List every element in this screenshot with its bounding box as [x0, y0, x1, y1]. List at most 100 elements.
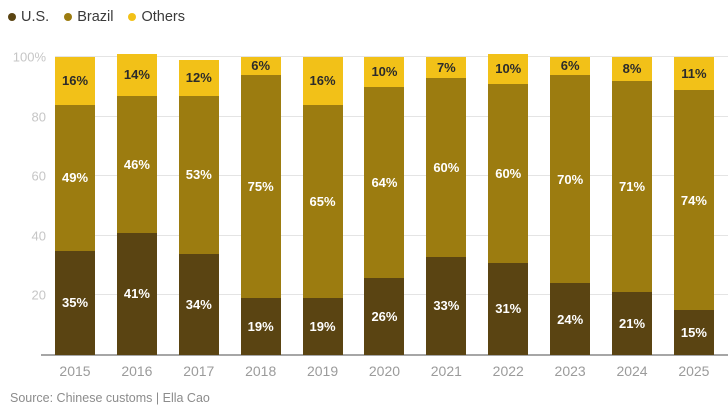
bar-segment-us: 34%: [178, 253, 219, 355]
segment-label: 31%: [495, 301, 522, 317]
legend-dot-icon: [128, 13, 137, 21]
segment-label: 26%: [371, 308, 398, 324]
segment-label: 71%: [619, 179, 646, 195]
bar-group: 26% 64% 10% 2020: [364, 57, 405, 379]
legend-label: Brazil: [77, 9, 114, 25]
segment-label: 53%: [185, 167, 212, 183]
legend-item-others: Others: [128, 9, 185, 25]
bar-segment-brazil: 70%: [550, 74, 591, 284]
bar-group: 24% 70% 6% 2023: [550, 57, 591, 379]
segment-label: 7%: [436, 59, 456, 75]
legend: U.S. Brazil Others: [8, 9, 728, 25]
bar-group: 35% 49% 16% 2015: [55, 57, 95, 379]
bar-group: 34% 53% 12% 2017: [178, 60, 219, 379]
segment-label: 49%: [61, 170, 89, 186]
bar-segment-others: 16%: [302, 57, 343, 105]
bar-segment-others: 8%: [612, 57, 653, 81]
segment-label: 65%: [309, 194, 336, 210]
x-axis-label: 2020: [368, 363, 401, 379]
bar-segment-us: 19%: [302, 298, 343, 355]
bar-segment-brazil: 75%: [240, 74, 281, 299]
segment-label: 14%: [123, 67, 150, 83]
segment-label: 19%: [309, 319, 336, 335]
y-tick-label: 100%: [12, 49, 46, 65]
bar-segment-us: 26%: [364, 277, 405, 355]
bar-group: 19% 75% 6% 2018: [240, 57, 281, 379]
bar-segment-brazil: 65%: [302, 104, 343, 299]
bar-segment-us: 15%: [673, 310, 714, 355]
y-tick-label: 20: [31, 287, 46, 303]
segment-label: 8%: [622, 61, 642, 77]
bar-segment-us: 33%: [426, 256, 467, 355]
bar-segment-us: 19%: [240, 298, 281, 355]
x-axis-label: 2022: [492, 363, 524, 379]
legend-label: Others: [141, 9, 185, 25]
bar-segment-us: 41%: [116, 232, 157, 355]
bar-segment-brazil: 60%: [426, 77, 467, 257]
segment-label: 12%: [185, 70, 212, 86]
bar-group: 19% 65% 16% 2019: [302, 57, 343, 379]
segment-label: 11%: [681, 65, 707, 81]
bar-segment-others: 11%: [673, 57, 714, 90]
segment-label: 10%: [495, 61, 522, 77]
bar-segment-us: 31%: [488, 262, 529, 355]
x-axis-label: 2024: [616, 363, 648, 379]
bar-segment-others: 6%: [240, 57, 281, 75]
segment-label: 21%: [619, 316, 646, 332]
gridline: [55, 56, 728, 57]
bar-segment-brazil: 53%: [178, 95, 219, 254]
segment-label: 60%: [495, 165, 522, 181]
segment-label: 6%: [560, 58, 580, 74]
segment-label: 60%: [433, 159, 460, 175]
y-tick-label: 60: [31, 168, 46, 184]
legend-dot-icon: [64, 13, 73, 21]
source-note: Source: Chinese customs | Ella Cao: [10, 391, 210, 405]
bar-group: 33% 60% 7% 2021: [426, 57, 467, 379]
segment-label: 46%: [123, 156, 150, 172]
bar-segment-brazil: 71%: [612, 80, 653, 293]
bar-segment-brazil: 64%: [364, 86, 405, 278]
bar-segment-others: 16%: [55, 57, 95, 105]
x-axis-label: 2018: [245, 363, 277, 379]
x-axis-label: 2023: [554, 363, 586, 379]
segment-label: 74%: [680, 192, 707, 208]
bar-group: 31% 60% 10% 2022: [488, 54, 529, 379]
segment-label: 35%: [61, 295, 89, 311]
segment-label: 16%: [309, 73, 336, 89]
bar-segment-us: 21%: [612, 292, 653, 355]
bar-segment-others: 7%: [426, 57, 467, 78]
x-axis-label: 2021: [430, 363, 462, 379]
segment-label: 33%: [433, 298, 460, 314]
x-axis-label: 2016: [121, 363, 153, 379]
bar-segment-others: 12%: [178, 60, 219, 96]
bar-segment-others: 10%: [364, 57, 405, 87]
segment-label: 10%: [371, 64, 398, 80]
x-axis-label: 2017: [183, 363, 215, 379]
bar-segment-us: 35%: [55, 250, 95, 355]
segment-label: 15%: [680, 325, 707, 341]
plot-area: 35% 49% 16% 2015 41% 46% 14% 2016 34% 53% 12% 2017 1…: [41, 54, 728, 379]
segment-label: 19%: [247, 319, 274, 335]
segment-label: 70%: [557, 171, 584, 187]
chart-area: 20 40 60 80 100% 35% 49% 16% 2015 41% 46% 14% 2016 3…: [0, 50, 728, 379]
bar-segment-brazil: 49%: [55, 104, 95, 251]
bar-group: 21% 71% 8% 2024: [612, 57, 653, 379]
bar-segment-others: 10%: [488, 54, 529, 84]
legend-dot-icon: [8, 13, 16, 21]
x-axis-label: 2025: [678, 363, 710, 379]
bar-segment-brazil: 46%: [116, 95, 157, 233]
bar-group: 15% 74% 11% 2025: [673, 57, 714, 379]
legend-item-brazil: Brazil: [64, 9, 113, 25]
x-axis-label: 2015: [59, 363, 91, 379]
legend-item-us: U.S.: [8, 9, 49, 25]
segment-label: 41%: [123, 286, 150, 302]
segment-label: 34%: [185, 296, 212, 312]
legend-label: U.S.: [21, 9, 50, 25]
x-axis-line: [41, 354, 728, 356]
segment-label: 64%: [371, 174, 398, 190]
bar-segment-others: 14%: [116, 54, 157, 96]
bar-group: 41% 46% 14% 2016: [116, 54, 157, 379]
y-tick-label: 80: [31, 109, 46, 125]
segment-label: 75%: [247, 179, 274, 195]
